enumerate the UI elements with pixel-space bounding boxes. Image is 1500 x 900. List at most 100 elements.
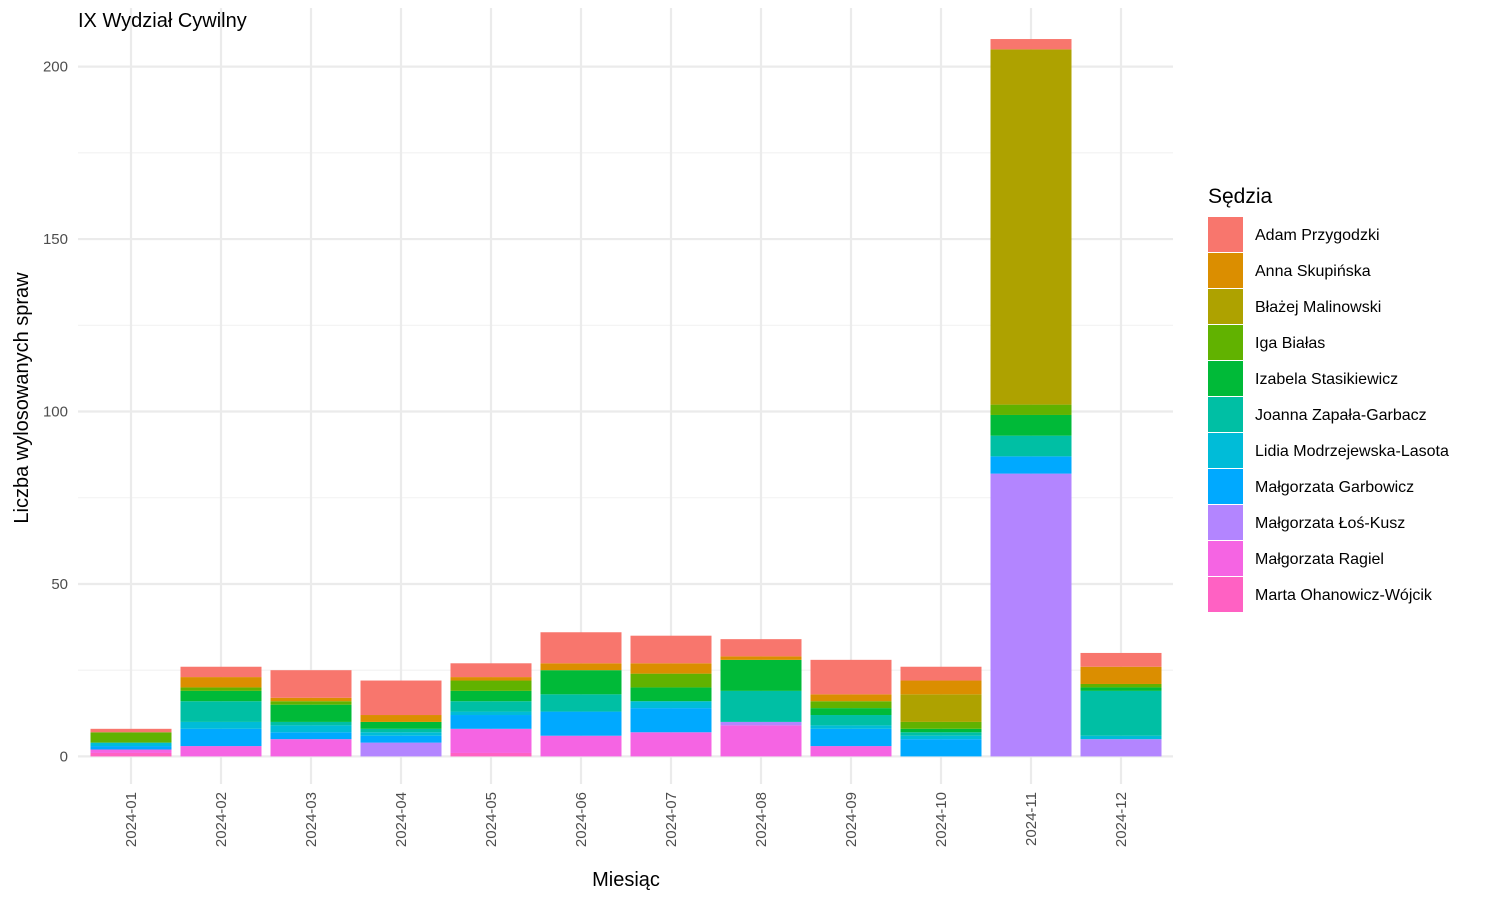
legend-label: Adam Przygodzki <box>1255 227 1380 244</box>
bar-segment <box>180 666 262 678</box>
bar-segment <box>270 732 352 740</box>
bar-segment <box>900 732 982 736</box>
legend: Adam Przygodzki Anna Skupińska Błażej Mali… <box>1208 217 1449 612</box>
legend-swatch <box>1208 505 1243 540</box>
bar-segment <box>270 739 352 757</box>
x-axis-title: Miesiąc <box>592 869 660 891</box>
bar-segment <box>360 732 442 736</box>
legend-label: Anna Skupińska <box>1255 263 1371 280</box>
bar-segment <box>450 715 532 729</box>
x-tick-label: 2024-01 <box>123 792 140 847</box>
bar-segment <box>810 708 892 716</box>
bar-segment <box>540 670 622 695</box>
bar-segment <box>270 704 352 722</box>
bar-segment <box>450 752 532 757</box>
legend-swatch <box>1208 289 1243 324</box>
bar-segment <box>720 721 802 726</box>
legend-title: Sędzia <box>1208 185 1273 208</box>
bar-segment <box>810 715 892 726</box>
bar-segment <box>1080 735 1162 740</box>
legend-swatch <box>1208 541 1243 576</box>
bar-segment <box>180 746 262 757</box>
x-tick-label: 2024-06 <box>573 792 590 847</box>
legend-swatch <box>1208 253 1243 288</box>
bar-segment <box>360 735 442 743</box>
bar-segment <box>540 711 622 736</box>
y-axis-title: Liczba wylosowanych spraw <box>11 272 33 524</box>
bar-segment <box>900 728 982 733</box>
bar-segment <box>630 708 712 733</box>
bar-segment <box>720 690 802 722</box>
y-tick-label: 150 <box>43 231 68 248</box>
bar-segment <box>270 725 352 733</box>
bar-segment <box>450 728 532 753</box>
bar-segment <box>270 697 352 702</box>
x-tick-label: 2024-10 <box>933 792 950 847</box>
y-axis-ticks: 0 50 100 150 200 <box>43 59 68 766</box>
bar-segment <box>990 39 1072 50</box>
bar-segment <box>90 752 172 757</box>
x-tick-label: 2024-03 <box>303 792 320 847</box>
bar-segment <box>270 701 352 705</box>
bar-segment <box>360 680 442 716</box>
bar-segment <box>630 732 712 757</box>
bar-segment <box>90 728 172 733</box>
bar-segment <box>540 694 622 712</box>
gridlines <box>78 8 1173 784</box>
y-tick-label: 50 <box>51 576 68 593</box>
bar-segment <box>1080 739 1162 757</box>
x-tick-label: 2024-08 <box>753 792 770 847</box>
bar-segment <box>630 701 712 709</box>
bar-segment <box>450 680 532 691</box>
bar-segment <box>810 694 892 702</box>
bar-segment <box>900 680 982 695</box>
chart-title: IX Wydział Cywilny <box>78 10 247 32</box>
bar-segment <box>270 721 352 726</box>
bar-segment <box>180 721 262 729</box>
bar-segment <box>630 635 712 664</box>
legend-swatch <box>1208 217 1243 252</box>
bar-segment <box>180 690 262 702</box>
bar-segment <box>180 728 262 747</box>
bar-segment <box>990 49 1072 405</box>
bar-segment <box>180 701 262 722</box>
bar-segment <box>900 666 982 681</box>
legend-label: Iga Białas <box>1255 335 1325 352</box>
bar-segment <box>540 632 622 664</box>
bar-segment <box>990 404 1072 415</box>
legend-label: Lidia Modrzejewska-Lasota <box>1255 443 1449 460</box>
legend-swatch <box>1208 577 1243 612</box>
bars <box>90 39 1162 757</box>
legend-swatch <box>1208 397 1243 432</box>
bar-segment <box>1080 683 1162 688</box>
bar-segment <box>360 715 442 722</box>
x-tick-label: 2024-11 <box>1023 792 1040 846</box>
bar-segment <box>990 414 1072 436</box>
x-axis-ticks: 2024-01 2024-02 2024-03 2024-04 2024-05 2024-… <box>123 792 1130 847</box>
bar-segment <box>360 728 442 733</box>
bar-segment <box>450 663 532 678</box>
bar-segment <box>990 473 1072 757</box>
bar-segment <box>990 435 1072 457</box>
legend-label: Błażej Malinowski <box>1255 299 1381 316</box>
bar-segment <box>450 690 532 702</box>
bar-segment <box>450 701 532 712</box>
y-tick-label: 200 <box>43 59 68 76</box>
legend-label: Joanna Zapała-Garbacz <box>1255 407 1427 424</box>
bar-segment <box>810 725 892 729</box>
bar-segment <box>1080 690 1162 736</box>
legend-label: Małgorzata Łoś-Kusz <box>1255 515 1405 532</box>
bar-segment <box>180 677 262 688</box>
bar-segment <box>270 670 352 698</box>
legend-label: Małgorzata Garbowicz <box>1255 479 1414 496</box>
bar-segment <box>810 659 892 695</box>
bar-segment <box>90 749 172 753</box>
y-tick-label: 100 <box>43 404 68 421</box>
legend-swatch <box>1208 469 1243 504</box>
x-tick-label: 2024-04 <box>393 792 410 847</box>
bar-segment <box>180 687 262 691</box>
bar-segment <box>630 687 712 702</box>
bar-segment <box>630 673 712 688</box>
bar-segment <box>720 656 802 660</box>
